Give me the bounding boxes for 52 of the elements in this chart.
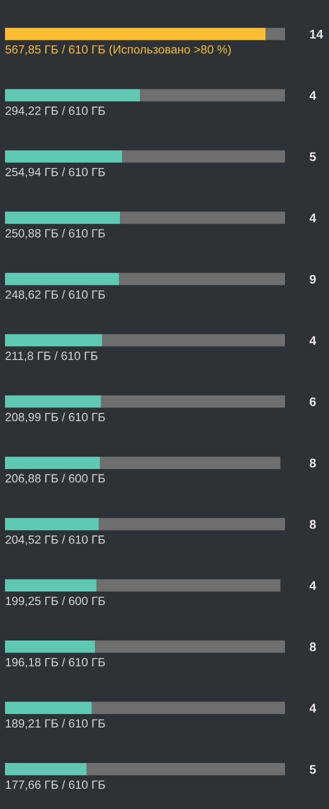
bar bbox=[95, 640, 285, 653]
y-tick-label: 4 bbox=[309, 336, 316, 345]
bar bbox=[5, 212, 120, 224]
y-tick-label: 6 bbox=[310, 397, 316, 406]
bar bbox=[100, 456, 280, 469]
y-tick-label: 8 bbox=[310, 642, 316, 652]
bar bbox=[5, 272, 120, 286]
bar bbox=[92, 702, 285, 714]
data-label: 248,62 ГБ / 610 ГБ bbox=[6, 290, 105, 300]
y-tick-label: 5 bbox=[310, 152, 316, 162]
bar bbox=[5, 518, 99, 530]
y-tick-label: 4 bbox=[309, 91, 316, 100]
bar bbox=[5, 334, 102, 346]
data-label: 196,18 ГБ / 610 ГБ bbox=[6, 658, 105, 668]
data-label: 250,88 ГБ / 610 ГБ bbox=[6, 228, 105, 239]
bar bbox=[5, 28, 266, 40]
bar bbox=[5, 395, 101, 408]
bar bbox=[122, 150, 285, 163]
data-label: 211,8 ГБ / 610 ГБ bbox=[6, 351, 98, 362]
y-tick-label: 5 bbox=[310, 765, 316, 774]
bar bbox=[5, 640, 96, 653]
data-label: 567,85 ГБ / 610 ГБ (Использовано >80 %) bbox=[5, 44, 231, 56]
y-tick-label: 4 bbox=[309, 581, 316, 590]
bar bbox=[5, 702, 92, 714]
bar bbox=[5, 456, 100, 469]
data-label: 254,94 ГБ / 610 ГБ bbox=[6, 168, 105, 178]
y-tick-label: 8 bbox=[310, 458, 316, 468]
y-tick-label: 9 bbox=[310, 274, 316, 284]
bar bbox=[266, 28, 285, 40]
bar bbox=[140, 89, 285, 102]
data-label: 294,22 ГБ / 610 ГБ bbox=[6, 106, 105, 116]
data-label: 206,88 ГБ / 600 ГБ bbox=[6, 474, 105, 484]
bar bbox=[5, 150, 122, 163]
bar bbox=[96, 579, 280, 592]
y-tick-label: 4 bbox=[309, 704, 316, 712]
bar bbox=[98, 518, 285, 530]
data-label: 199,25 ГБ / 600 ГБ bbox=[6, 596, 105, 606]
bar bbox=[86, 763, 285, 776]
bar bbox=[100, 395, 285, 408]
bar bbox=[5, 89, 140, 102]
y-tick-label: 4 bbox=[309, 214, 316, 222]
bar bbox=[5, 579, 96, 592]
bar bbox=[5, 763, 87, 776]
y-tick-label: 14 bbox=[310, 30, 324, 38]
bar bbox=[102, 334, 285, 346]
data-label: 208,99 ГБ / 610 ГБ bbox=[6, 412, 105, 423]
bar bbox=[120, 212, 285, 224]
data-label: 177,66 ГБ / 610 ГБ bbox=[6, 780, 105, 790]
data-label: 204,52 ГБ / 610 ГБ bbox=[6, 535, 105, 546]
bar bbox=[119, 272, 285, 286]
y-tick-label: 8 bbox=[310, 520, 316, 529]
data-label: 189,21 ГБ / 610 ГБ bbox=[6, 718, 105, 729]
